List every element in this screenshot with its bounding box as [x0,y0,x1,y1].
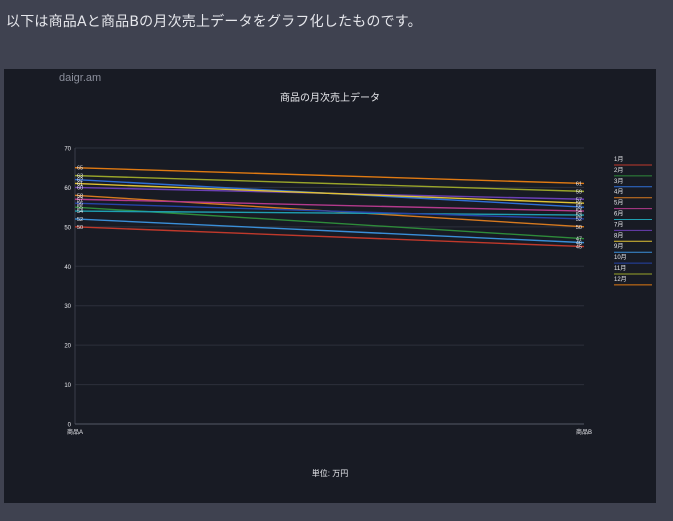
x-tick-label: 商品B [576,428,592,436]
data-label: 45 [576,245,582,251]
series-line[interactable] [74,210,585,216]
legend-label: 12月 [614,276,627,283]
legend-item[interactable]: 5月 [614,200,652,210]
axis-layer: 0 10 20 30 40 50 60 70 商品A 商品B [64,147,592,437]
y-tick-label: 10 [64,383,71,389]
series-line[interactable] [74,226,585,248]
data-label: 54 [77,209,83,215]
y-tick-label: 40 [64,265,71,271]
data-label: 56 [77,201,83,207]
series-line[interactable] [74,174,585,193]
data-label: 50 [576,225,582,231]
data-label: 57 [77,197,83,203]
y-tick-label: 20 [64,344,71,350]
y-tick-label: 0 [68,423,72,429]
legend-label: 11月 [614,265,626,272]
legend-label: 3月 [614,178,623,185]
data-label: 46 [576,241,582,247]
data-label: 57 [576,197,582,203]
series-layer [74,167,585,248]
legend-item[interactable]: 6月 [614,211,652,220]
data-label: 61 [77,181,83,187]
series-line[interactable] [74,218,585,244]
data-label: 52 [77,217,83,223]
legend-item[interactable]: 10月 [614,254,652,264]
data-label-layer: 5045554762555850575454536057615652465652… [77,166,582,251]
legend-label: 8月 [614,232,623,239]
chart-card: daigr.am 商品の月次売上データ 単位: 万円 0 10 20 30 40 50 60… [4,69,656,503]
series-line[interactable] [74,182,585,204]
legend-item[interactable]: 9月 [614,243,652,253]
data-label: 50 [77,225,83,231]
series-line[interactable] [74,202,585,220]
brand-label: daigr.am [59,72,102,84]
data-label: 59 [576,189,582,195]
legend-label: 7月 [614,221,623,228]
legend-item[interactable]: 12月 [614,276,652,286]
legend-item[interactable]: 8月 [614,232,652,242]
y-tick-label: 60 [64,186,71,192]
legend-item[interactable]: 7月 [614,221,652,231]
x-axis-label: 単位: 万円 [312,468,348,478]
series-line[interactable] [74,198,585,212]
data-label: 52 [576,217,582,223]
legend-item[interactable]: 1月 [614,156,652,166]
data-label: 53 [576,213,582,219]
legend-label: 4月 [614,189,623,196]
legend-label: 2月 [614,167,623,174]
data-label: 63 [77,174,83,180]
data-label: 60 [77,185,83,191]
legend-item[interactable]: 2月 [614,167,652,177]
legend-label: 10月 [614,254,627,261]
data-label: 56 [576,201,582,207]
data-label: 54 [576,209,582,215]
data-label: 47 [576,237,582,243]
y-tick-label: 50 [64,225,71,231]
data-label: 55 [77,205,83,211]
legend-item[interactable]: 11月 [614,265,652,275]
data-label: 55 [576,205,582,211]
legend-item[interactable]: 4月 [614,189,652,199]
legend[interactable]: 1月 2月 3月 4月 5月 6月 7月 8月 9月 10月 11月 12月 [614,156,652,286]
legend-label: 1月 [614,156,623,163]
x-tick-label: 商品A [67,428,83,436]
legend-label: 6月 [614,211,623,218]
data-label: 58 [77,193,83,199]
legend-label: 9月 [614,243,623,250]
y-tick-label: 70 [64,147,71,153]
data-label: 62 [77,178,83,184]
data-label: 61 [576,181,582,187]
chart-title: 商品の月次売上データ [280,91,380,104]
series-line[interactable] [74,167,585,185]
data-label: 65 [77,166,83,172]
y-tick-label: 30 [64,304,71,310]
legend-label: 5月 [614,200,623,207]
legend-item[interactable]: 3月 [614,178,652,188]
intro-text: 以下は商品Aと商品Bの月次売上データをグラフ化したものです。 [6,14,422,30]
